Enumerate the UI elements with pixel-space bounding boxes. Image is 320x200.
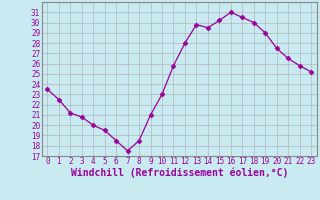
X-axis label: Windchill (Refroidissement éolien,°C): Windchill (Refroidissement éolien,°C) — [70, 168, 288, 178]
